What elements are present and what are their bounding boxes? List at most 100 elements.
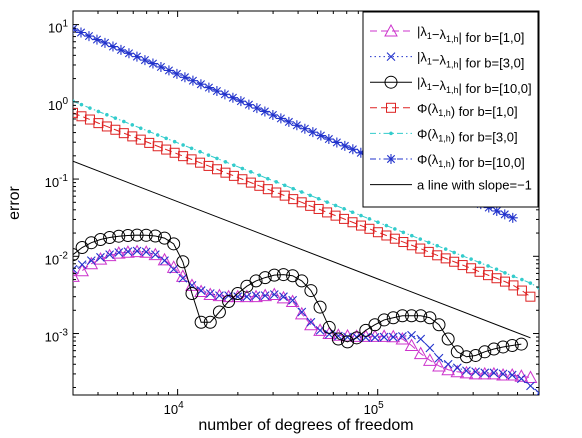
data-point xyxy=(483,202,494,213)
data-point xyxy=(308,193,313,198)
data-point xyxy=(372,227,383,238)
data-point xyxy=(75,27,86,38)
data-point xyxy=(291,120,302,131)
data-point xyxy=(158,231,172,245)
data-point xyxy=(76,111,87,122)
data-point xyxy=(528,281,533,285)
data-point xyxy=(305,200,316,211)
data-point xyxy=(367,217,372,221)
data-point xyxy=(381,230,392,241)
data-point xyxy=(304,284,318,298)
data-point xyxy=(423,311,437,325)
data-point xyxy=(435,243,440,248)
data-point xyxy=(452,250,457,255)
data-point xyxy=(84,114,95,125)
data-point xyxy=(395,331,410,345)
data-point xyxy=(169,264,179,274)
legend-marker xyxy=(384,23,398,37)
data-point xyxy=(347,144,358,155)
series-layer xyxy=(73,23,539,395)
data-point xyxy=(105,250,115,260)
data-point xyxy=(469,348,483,362)
data-point xyxy=(423,353,437,366)
data-point xyxy=(304,317,318,331)
data-point xyxy=(186,154,197,165)
data-point xyxy=(307,127,318,138)
data-point xyxy=(127,131,138,142)
data-point xyxy=(294,306,309,320)
data-point xyxy=(415,243,426,254)
data-point xyxy=(73,264,78,274)
data-point xyxy=(440,253,451,264)
legend-entry-3: |λ1−λ1,h| for b=[10,0] xyxy=(370,75,532,96)
data-point xyxy=(215,291,224,300)
data-point xyxy=(291,186,296,191)
data-point xyxy=(384,223,389,228)
data-point xyxy=(220,167,231,178)
data-point xyxy=(398,237,409,248)
data-point xyxy=(477,366,492,380)
data-point xyxy=(441,332,455,346)
data-point xyxy=(487,342,501,356)
data-point xyxy=(111,246,126,259)
data-point xyxy=(228,170,239,181)
data-point xyxy=(462,366,471,376)
data-point xyxy=(155,133,160,137)
series-line xyxy=(73,160,531,339)
data-point xyxy=(155,61,166,72)
data-point xyxy=(483,270,494,281)
legend-label: |λ1−λ1,h| for b=[10,0] xyxy=(417,75,532,96)
data-point xyxy=(178,151,189,162)
legend-label: Φ(λ1,h) for b=[10,0] xyxy=(417,152,525,170)
legend-marker xyxy=(386,154,396,164)
data-point xyxy=(478,345,492,359)
data-point xyxy=(516,285,527,296)
legend-label: |λ1−λ1,h| for b=[1,0] xyxy=(417,24,524,45)
data-point xyxy=(331,332,345,346)
y-tick-label: 10-3 xyxy=(45,328,69,345)
series-line xyxy=(73,250,539,394)
data-point xyxy=(93,233,107,247)
data-point xyxy=(105,112,109,117)
data-point xyxy=(414,309,428,323)
data-point xyxy=(459,350,473,364)
data-point xyxy=(169,147,180,158)
data-point xyxy=(379,332,389,342)
data-point xyxy=(279,190,290,201)
data-point xyxy=(172,139,177,144)
series-line xyxy=(73,28,513,219)
data-point xyxy=(215,156,219,161)
data-point xyxy=(491,273,502,284)
data-point xyxy=(523,370,538,383)
x-tick-label: 104 xyxy=(164,400,184,417)
data-point xyxy=(499,276,510,287)
data-point xyxy=(130,123,135,127)
data-point xyxy=(474,266,485,277)
y-axis-title: error xyxy=(6,185,23,219)
data-point xyxy=(171,68,182,79)
series-3 xyxy=(73,228,528,364)
data-point xyxy=(212,288,227,302)
data-point xyxy=(219,89,230,100)
x-tick-label: 105 xyxy=(364,400,384,417)
data-point xyxy=(285,294,300,307)
data-point xyxy=(194,315,208,329)
data-point xyxy=(395,309,409,323)
data-point xyxy=(330,210,341,221)
data-point xyxy=(267,287,282,301)
data-point xyxy=(457,260,468,271)
data-point xyxy=(150,250,160,260)
data-point xyxy=(432,358,446,372)
data-point xyxy=(144,137,155,148)
data-point xyxy=(251,103,262,114)
data-point xyxy=(511,274,516,279)
data-point xyxy=(526,381,535,391)
data-point xyxy=(195,79,206,90)
data-point xyxy=(152,141,163,152)
data-point xyxy=(195,157,206,168)
data-point xyxy=(525,291,536,302)
data-point xyxy=(355,220,366,231)
data-point xyxy=(131,51,142,62)
data-point xyxy=(205,289,215,298)
